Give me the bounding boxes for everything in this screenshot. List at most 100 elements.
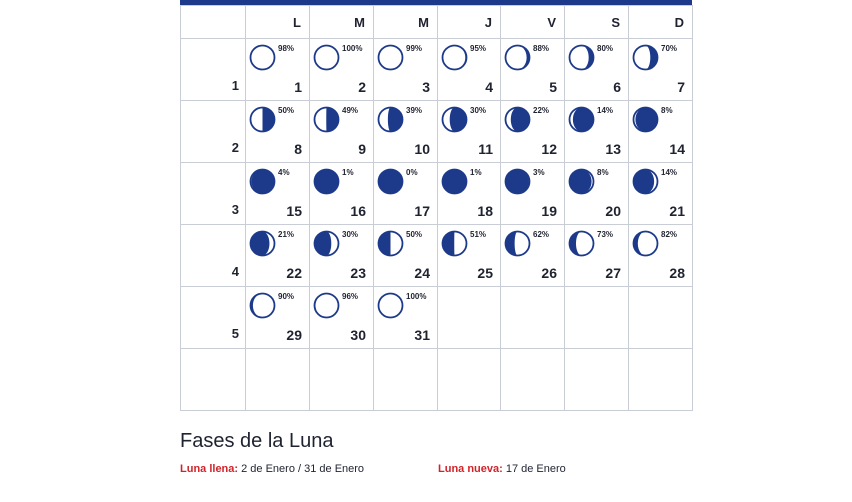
new-moon-label: Luna nueva: — [438, 463, 503, 475]
full-moon-label: Luna llena: — [180, 463, 239, 475]
moon-phase-icon — [313, 168, 340, 195]
week-row: 1 98% 1 100% 2 99% 3 95% 4 88% 5 80% 6 70% 7 — [180, 38, 693, 101]
moon-phase-icon — [313, 106, 340, 133]
day-cell: 70% 7 — [628, 38, 693, 101]
moon-phase-icon — [377, 106, 404, 133]
day-number: 20 — [605, 203, 621, 219]
moon-phase-icon — [441, 230, 468, 257]
day-cell: 1% 16 — [309, 162, 374, 225]
day-cell: 8% 20 — [564, 162, 629, 225]
illumination-percent: 51% — [470, 230, 487, 239]
calendar-top-bar — [180, 0, 692, 5]
week-row: 5 90% 29 96% 30 100% 31 — [180, 286, 693, 349]
day-number: 18 — [477, 203, 493, 219]
moon-phase-icon — [504, 168, 531, 195]
day-cell: 80% 6 — [564, 38, 629, 101]
moon-phase-icon — [504, 44, 531, 71]
moon-phase-icon — [249, 230, 276, 257]
day-number: 31 — [414, 327, 430, 343]
week-number-cell: 5 — [180, 286, 246, 349]
empty-day-cell — [373, 348, 438, 411]
day-number: 8 — [294, 141, 302, 157]
day-cell: 88% 5 — [500, 38, 565, 101]
moon-phase-icon — [568, 230, 595, 257]
day-number: 29 — [286, 327, 302, 343]
illumination-percent: 39% — [406, 106, 423, 115]
week-number-cell — [180, 348, 246, 411]
moon-phase-icon — [377, 168, 404, 195]
week-number-cell: 4 — [180, 224, 246, 287]
moon-phase-icon — [504, 230, 531, 257]
moon-phase-icon — [441, 44, 468, 71]
day-number: 1 — [294, 79, 302, 95]
illumination-percent: 30% — [342, 230, 359, 239]
moon-phase-icon — [377, 292, 404, 319]
empty-day-cell — [309, 348, 374, 411]
moon-phase-icon — [249, 106, 276, 133]
day-number: 5 — [549, 79, 557, 95]
illumination-percent: 73% — [597, 230, 614, 239]
phases-title: Fases de la Luna — [180, 430, 334, 452]
day-number: 21 — [669, 203, 685, 219]
day-number: 12 — [541, 141, 557, 157]
illumination-percent: 82% — [661, 230, 678, 239]
moon-phase-icon — [632, 168, 659, 195]
day-cell: 62% 26 — [500, 224, 565, 287]
illumination-percent: 3% — [533, 168, 545, 177]
day-cell: 100% 2 — [309, 38, 374, 101]
empty-day-cell — [628, 286, 693, 349]
illumination-percent: 88% — [533, 44, 550, 53]
day-cell: 14% 21 — [628, 162, 693, 225]
illumination-percent: 50% — [406, 230, 423, 239]
day-cell: 50% 24 — [373, 224, 438, 287]
day-cell: 49% 9 — [309, 100, 374, 163]
day-number: 2 — [358, 79, 366, 95]
day-number: 6 — [613, 79, 621, 95]
moon-phase-icon — [632, 230, 659, 257]
moon-phase-icon — [313, 44, 340, 71]
day-number: 16 — [350, 203, 366, 219]
illumination-percent: 8% — [661, 106, 673, 115]
full-moon-entry: Luna llena: 2 de Enero / 31 de Enero — [180, 463, 364, 475]
moon-phase-icon — [313, 230, 340, 257]
day-cell: 21% 22 — [245, 224, 310, 287]
day-number: 28 — [669, 265, 685, 281]
empty-day-cell — [500, 286, 565, 349]
week-number: 5 — [231, 326, 239, 341]
weekday-header-tuesday: M — [309, 5, 374, 39]
day-cell: 0% 17 — [373, 162, 438, 225]
week-row — [180, 348, 693, 411]
weekday-header-sunday: D — [628, 5, 693, 39]
week-number-cell: 3 — [180, 162, 246, 225]
empty-day-cell — [500, 348, 565, 411]
day-cell: 22% 12 — [500, 100, 565, 163]
day-number: 26 — [541, 265, 557, 281]
moon-phase-icon — [568, 106, 595, 133]
week-row: 4 21% 22 30% 23 50% 24 51% 25 62% 26 73% 27 82% 28 — [180, 224, 693, 287]
illumination-percent: 14% — [661, 168, 678, 177]
day-cell: 73% 27 — [564, 224, 629, 287]
day-cell: 4% 15 — [245, 162, 310, 225]
week-number-cell: 1 — [180, 38, 246, 101]
illumination-percent: 1% — [470, 168, 482, 177]
moon-phase-icon — [632, 106, 659, 133]
illumination-percent: 49% — [342, 106, 359, 115]
illumination-percent: 96% — [342, 292, 359, 301]
week-number-header — [180, 5, 246, 39]
week-number: 3 — [231, 202, 239, 217]
day-cell: 90% 29 — [245, 286, 310, 349]
illumination-percent: 1% — [342, 168, 354, 177]
week-number: 1 — [231, 78, 239, 93]
phases-row: Luna llena: 2 de Enero / 31 de Enero Lun… — [180, 463, 700, 483]
empty-day-cell — [245, 348, 310, 411]
day-number: 30 — [350, 327, 366, 343]
moon-phase-icon — [441, 168, 468, 195]
illumination-percent: 0% — [406, 168, 418, 177]
day-number: 7 — [677, 79, 685, 95]
illumination-percent: 14% — [597, 106, 614, 115]
weekday-header-wednesday: M — [373, 5, 438, 39]
day-number: 10 — [414, 141, 430, 157]
day-cell: 30% 11 — [437, 100, 501, 163]
day-number: 27 — [605, 265, 621, 281]
day-number: 24 — [414, 265, 430, 281]
